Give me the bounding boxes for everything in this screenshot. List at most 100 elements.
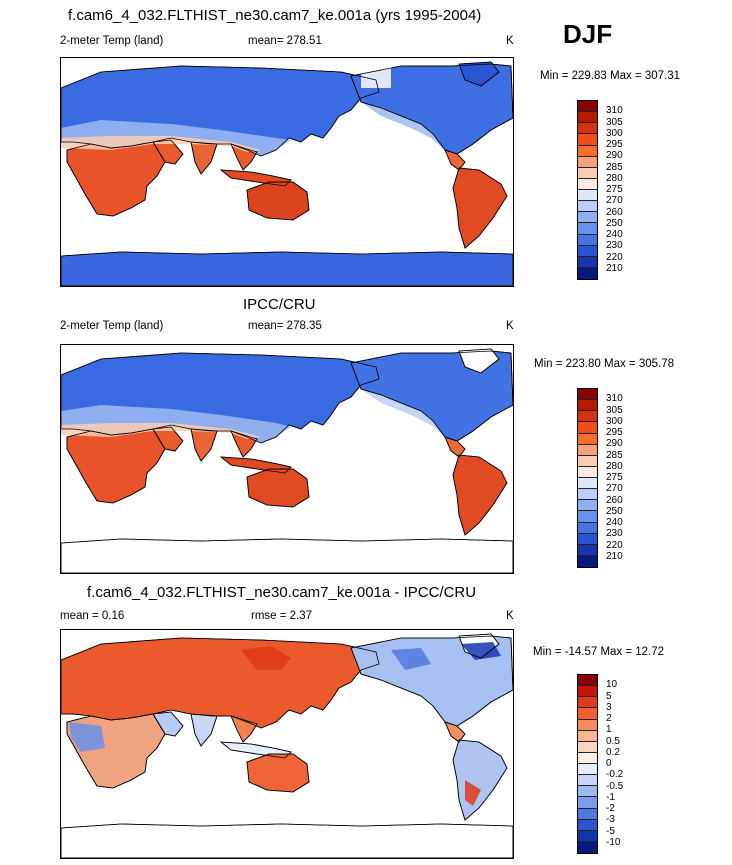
colorbar-tick-label: 220 <box>606 251 623 263</box>
coastline-india <box>190 141 218 175</box>
landmass-australia <box>246 468 310 508</box>
map-plot <box>60 344 514 574</box>
colorbar-swatch <box>578 267 597 279</box>
coastline-camerica <box>444 436 466 458</box>
coastline-africa <box>66 713 166 789</box>
colorbar-swatch <box>578 444 597 456</box>
colorbar-tick-label: 285 <box>606 449 623 461</box>
colorbar <box>577 100 598 280</box>
colorbar-swatch <box>578 134 597 146</box>
panel-title: f.cam6_4_032.FLTHIST_ne30.cam7_ke.001a (… <box>68 7 482 24</box>
landmass-antarctica <box>61 538 513 573</box>
colorbar-tick-label: 10 <box>606 679 618 691</box>
landmass-india <box>190 141 218 175</box>
colorbar-tick-label: 305 <box>606 116 623 128</box>
coastline-antarctica <box>61 823 513 858</box>
colorbar-tick-label: 210 <box>606 550 623 562</box>
colorbar-tick-label: 270 <box>606 195 623 207</box>
colorbar-tick-label: 270 <box>606 483 623 495</box>
colorbar-swatch <box>578 489 597 501</box>
units-label: K <box>506 35 514 47</box>
minmax-label: Min = 229.83 Max = 307.31 <box>540 70 681 82</box>
colorbar-tick-label: -10 <box>606 836 621 848</box>
coastline-greenland <box>458 633 500 659</box>
colorbar-tick-label: 1 <box>606 724 612 736</box>
landmass-africa <box>66 141 166 217</box>
colorbar-tick-label: 250 <box>606 505 623 517</box>
colorbar-tick-label: 5 <box>606 690 612 702</box>
colorbar-tick-label: 3 <box>606 701 612 713</box>
colorbar-tick-label: 260 <box>606 494 623 506</box>
colorbar-tick-label: 275 <box>606 472 623 483</box>
colorbar <box>577 674 598 854</box>
colorbar-tick-label: 310 <box>606 393 623 405</box>
colorbar-tick-label: 0 <box>606 758 612 769</box>
colorbar-tick-label: 275 <box>606 184 623 195</box>
colorbar-swatch <box>578 422 597 434</box>
colorbar-tick-label: 2 <box>606 713 612 724</box>
colorbar-swatch <box>578 156 597 168</box>
coastline-indo <box>219 169 292 187</box>
colorbar-swatch <box>578 256 597 268</box>
field-band <box>465 780 481 806</box>
colorbar-tick-label: 230 <box>606 240 623 252</box>
colorbar-swatch <box>578 167 597 179</box>
colorbar-swatch <box>578 123 597 135</box>
coastline-greenland <box>458 348 500 374</box>
colorbar-swatch <box>578 741 597 753</box>
colorbar-tick-label: 310 <box>606 105 623 117</box>
units-label: K <box>506 320 514 332</box>
colorbar-tick-label: 0.2 <box>606 746 620 758</box>
landmass-antarctica <box>61 251 513 286</box>
colorbar-tick-label: 230 <box>606 528 623 540</box>
coastline-indo <box>219 741 292 759</box>
map-plot <box>60 57 514 287</box>
colorbar-swatch <box>578 675 597 687</box>
colorbar-tick-label: 295 <box>606 139 623 150</box>
colorbar-swatch <box>578 178 597 190</box>
colorbar-tick-label: 300 <box>606 415 623 427</box>
minmax-label: Min = -14.57 Max = 12.72 <box>533 646 665 658</box>
colorbar-tick-label: 0.5 <box>606 735 620 747</box>
colorbar-swatch <box>578 830 597 842</box>
colorbar-tick-label: 300 <box>606 127 623 139</box>
colorbar-swatch <box>578 433 597 445</box>
landmass-australia <box>246 753 310 793</box>
coastline-camerica <box>444 721 466 743</box>
colorbar-swatch <box>578 708 597 720</box>
season-label: DJF <box>563 19 613 49</box>
coastline-greenland <box>458 61 500 87</box>
colorbar-swatch <box>578 500 597 512</box>
colorbar-swatch <box>578 400 597 412</box>
colorbar-swatch <box>578 245 597 257</box>
colorbar-tick-label: -3 <box>606 814 615 826</box>
colorbar-swatch <box>578 212 597 224</box>
units-label: K <box>506 610 514 622</box>
coastline-arabia <box>152 139 184 165</box>
colorbar-swatch <box>578 686 597 698</box>
colorbar-swatch <box>578 112 597 124</box>
colorbar-tick-label: 305 <box>606 404 623 416</box>
colorbar-swatch <box>578 730 597 742</box>
colorbar-swatch <box>578 522 597 534</box>
landmass-india <box>190 428 218 462</box>
colorbar-tick-label: -0.5 <box>606 780 624 792</box>
colorbar-tick-label: 295 <box>606 427 623 438</box>
colorbar-tick-label: 260 <box>606 206 623 218</box>
coastline-antarctica <box>61 538 513 573</box>
colorbar-tick-label: 240 <box>606 229 623 240</box>
coastline-namerica <box>350 635 513 727</box>
colorbar-swatch <box>578 190 597 202</box>
colorbar-tick-label: 285 <box>606 161 623 173</box>
colorbar-swatch <box>578 466 597 478</box>
coastline-india <box>190 428 218 462</box>
colorbar-swatch <box>578 786 597 798</box>
landmass-antarctica <box>61 823 513 858</box>
colorbar-swatch <box>578 544 597 556</box>
colorbar-swatch <box>578 797 597 809</box>
panel-title: IPCC/CRU <box>243 296 316 313</box>
field-band <box>391 648 431 670</box>
colorbar-tick-label: -0.2 <box>606 769 624 781</box>
landmass-india <box>190 713 218 747</box>
colorbar-swatch <box>578 764 597 776</box>
